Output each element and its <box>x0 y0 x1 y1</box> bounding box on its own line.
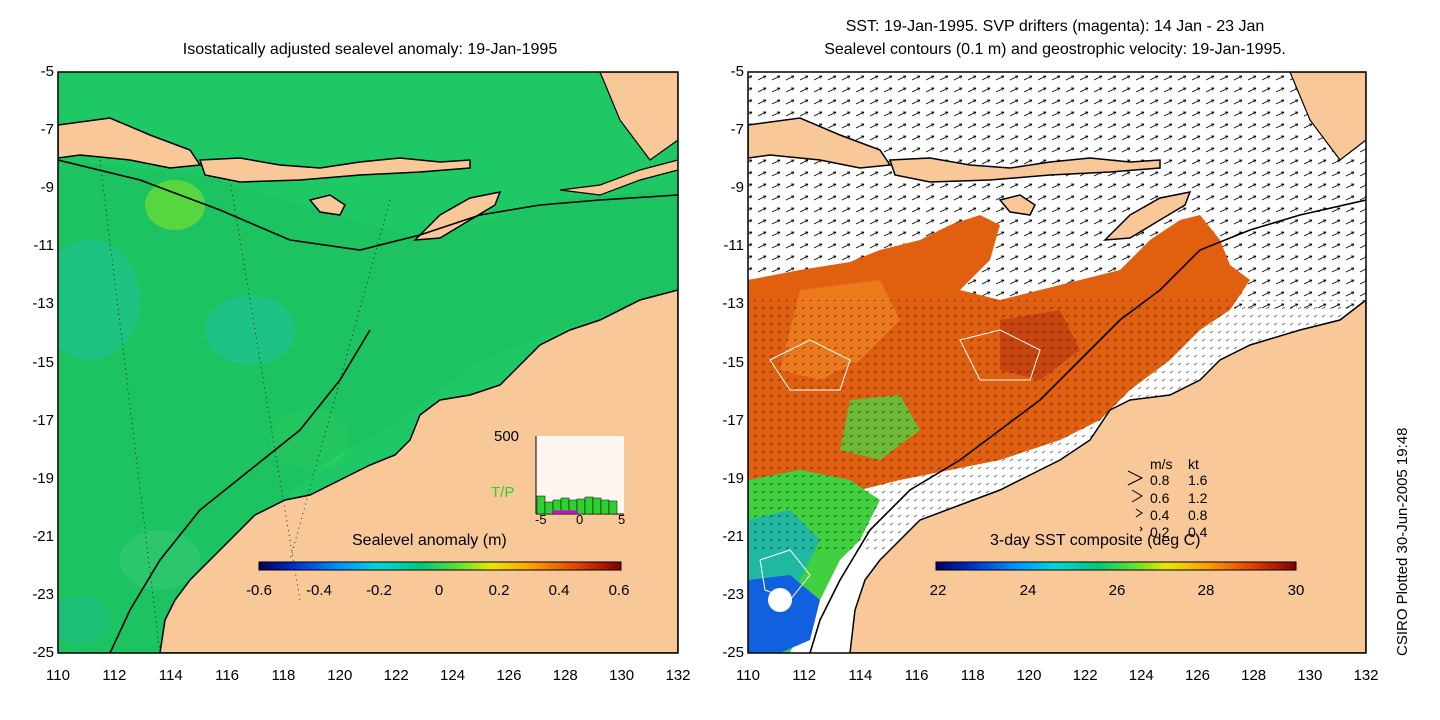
y-tick-label: -11 <box>33 237 54 255</box>
x-tick-label: 122 <box>383 667 409 684</box>
sealevel-colorbar-label: Sealevel anomaly (m) <box>352 532 507 549</box>
velocity-legend-kt: 1.6 <box>1188 472 1208 488</box>
velocity-legend-kt-header: kt <box>1188 456 1199 472</box>
velocity-legend-ms: 0.8 <box>1150 472 1170 488</box>
inset-ymax-label: 500 <box>494 428 520 445</box>
x-tick-label: 118 <box>960 667 985 684</box>
y-tick-label: -23 <box>32 585 54 603</box>
x-tick-label: 120 <box>327 667 353 684</box>
y-tick-label: -5 <box>40 63 54 80</box>
right-map <box>748 72 1366 653</box>
x-tick-label: 112 <box>102 667 127 684</box>
velocity-legend-ms-header: m/s <box>1150 456 1173 472</box>
x-tick-label: 114 <box>848 667 873 684</box>
right-map-title-line1: SST: 19-Jan-1995. SVP drifters (magenta)… <box>845 18 1265 35</box>
y-tick-label: -19 <box>722 469 744 487</box>
y-tick-label: -21 <box>722 527 744 545</box>
x-tick-label: 132 <box>1353 667 1379 684</box>
x-tick-label: 126 <box>1184 667 1210 684</box>
velocity-legend-arrows <box>1127 470 1144 532</box>
x-tick-label: 120 <box>1016 667 1042 684</box>
x-tick-label: 112 <box>792 667 817 684</box>
left-map-title: Isostatically adjusted sealevel anomaly:… <box>182 41 558 58</box>
sst-colorbar-tick: 24 <box>1019 582 1037 599</box>
x-tick-label: 110 <box>736 667 760 684</box>
sst-colorbar-tick: 30 <box>1287 582 1305 599</box>
x-tick-label: 132 <box>665 667 691 684</box>
y-tick-label: -15 <box>32 353 54 371</box>
x-tick-label: 130 <box>609 667 635 684</box>
velocity-legend-ms: 0.4 <box>1150 507 1170 523</box>
velocity-legend-ms: 0.6 <box>1150 490 1170 506</box>
sst-colorbar-label: 3-day SST composite (deg C) <box>990 532 1201 549</box>
velocity-legend-ms: 0.2 <box>1150 524 1170 540</box>
x-tick-label: 128 <box>552 667 578 684</box>
sst-colorbar-tick: 26 <box>1108 582 1126 599</box>
x-tick-label: 124 <box>1128 667 1154 684</box>
y-tick-label: -7 <box>730 121 744 139</box>
x-tick-label: 118 <box>271 667 296 684</box>
sealevel-colorbar-tick: -0.2 <box>366 582 392 599</box>
y-tick-label: -5 <box>730 63 744 80</box>
x-tick-label: 124 <box>440 667 466 684</box>
y-tick-label: -13 <box>32 295 54 313</box>
plot-credit: CSIRO Plotted 30-Jun-2005 19:48 <box>1394 427 1411 656</box>
sealevel-colorbar-tick: 0.2 <box>488 582 510 599</box>
sst-colorbar <box>935 561 1297 571</box>
sealevel-colorbar-tick: 0.6 <box>608 582 630 599</box>
inset-xtick-pos: 5 <box>618 512 626 527</box>
sealevel-colorbar-tick: -0.4 <box>306 582 332 599</box>
sealevel-colorbar-tick: 0.4 <box>548 582 570 599</box>
x-tick-label: 122 <box>1072 667 1098 684</box>
x-tick-label: 114 <box>158 667 183 684</box>
x-tick-label: 116 <box>215 667 240 684</box>
sealevel-colorbar <box>258 561 622 571</box>
velocity-legend-kt: 0.8 <box>1188 507 1208 523</box>
sealevel-colorbar-tick: 0 <box>434 582 444 599</box>
sst-colorbar-tick: 28 <box>1197 582 1215 599</box>
y-tick-label: -25 <box>722 644 744 661</box>
y-tick-label: -15 <box>722 353 744 371</box>
inset-series-label: T/P <box>491 484 515 501</box>
x-tick-label: 128 <box>1241 667 1267 684</box>
y-tick-label: -21 <box>32 527 54 545</box>
y-tick-label: -13 <box>722 295 744 313</box>
sst-colorbar-tick: 22 <box>929 582 947 599</box>
x-tick-label: 116 <box>904 667 929 684</box>
y-tick-label: -9 <box>40 179 54 197</box>
velocity-legend-kt: 0.4 <box>1188 524 1208 540</box>
inset-xtick-zero: 0 <box>576 512 584 527</box>
sealevel-colorbar-tick: -0.6 <box>246 582 272 599</box>
velocity-legend-kt: 1.2 <box>1188 490 1208 506</box>
tp-inset-histogram <box>535 436 624 515</box>
x-tick-label: 130 <box>1297 667 1323 684</box>
y-tick-label: -11 <box>723 237 744 255</box>
y-tick-label: -23 <box>722 585 744 603</box>
y-tick-label: -9 <box>730 179 744 197</box>
right-map-title-line2: Sealevel contours (0.1 m) and geostrophi… <box>824 41 1286 58</box>
y-tick-label: -25 <box>32 644 54 661</box>
inset-xtick-neg: -5 <box>535 512 547 527</box>
x-tick-label: 110 <box>46 667 70 684</box>
y-tick-label: -7 <box>40 121 54 139</box>
x-tick-label: 126 <box>496 667 522 684</box>
y-tick-label: -17 <box>32 411 54 429</box>
y-tick-label: -19 <box>32 469 54 487</box>
y-tick-label: -17 <box>722 411 744 429</box>
